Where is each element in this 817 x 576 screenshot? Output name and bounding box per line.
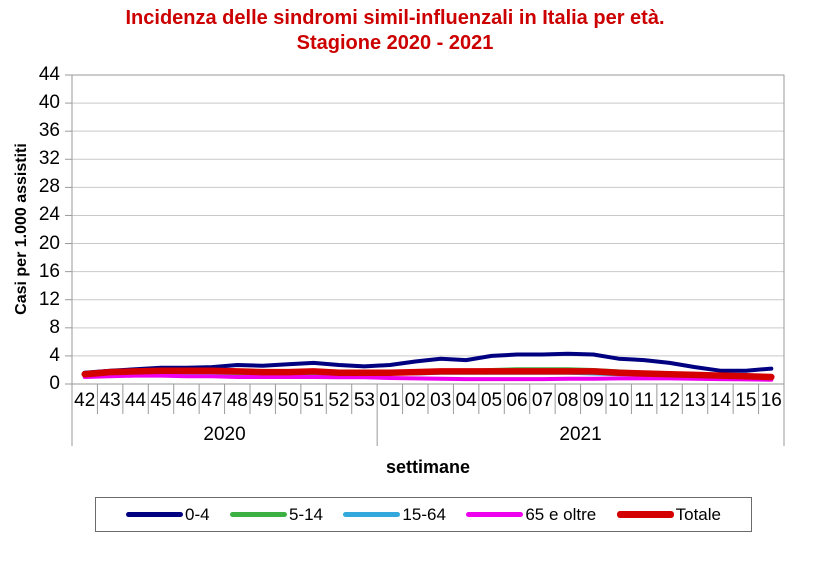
series-line-Totale <box>81 367 775 381</box>
x-tick-label: 12 <box>658 390 681 411</box>
x-tick-label: 09 <box>582 390 604 411</box>
y-tick-label: 36 <box>38 120 60 142</box>
x-tick-label: 48 <box>226 390 248 411</box>
y-tick-label: 0 <box>49 373 60 394</box>
x-tick-label: 52 <box>328 390 350 411</box>
legend-label: Totale <box>675 504 721 524</box>
chart-subtitle: Stagione 2020 - 2021 <box>296 32 494 54</box>
x-tick-label: 47 <box>201 390 223 411</box>
legend-item-0-4: 0-4 <box>126 505 210 525</box>
x-tick-label: 53 <box>353 390 375 411</box>
x-tick-label: 14 <box>709 390 731 411</box>
legend-item-Totale: Totale <box>616 504 721 525</box>
x-tick-label: 43 <box>99 390 121 411</box>
x-tick-label: 49 <box>252 390 274 411</box>
x-tick-label: 06 <box>506 390 528 411</box>
chart-title: Incidenza delle sindromi simil-influenza… <box>125 7 665 29</box>
legend-line-swatch <box>466 512 524 517</box>
x-tick-label: 11 <box>634 390 654 411</box>
y-tick-label: 4 <box>49 344 60 366</box>
x-tick-label: 01 <box>379 390 401 411</box>
plot-frame <box>71 74 785 385</box>
y-tick-label: 8 <box>49 316 60 338</box>
x-tick-label: 08 <box>557 390 579 411</box>
y-tick-label: 20 <box>38 232 60 254</box>
x-tick-label: 03 <box>430 390 452 411</box>
legend-item-5-14: 5-14 <box>229 504 324 525</box>
x-tick-label: 16 <box>760 390 782 411</box>
legend-label: 15-64 <box>402 504 446 524</box>
x-tick-label: 07 <box>531 390 553 411</box>
x-axis-title: settimane <box>385 457 471 477</box>
x-tick-label: 44 <box>124 390 147 411</box>
y-tick-label: 28 <box>38 176 60 198</box>
legend-line-swatch <box>229 512 287 517</box>
legend-item-15-64: 15-64 <box>343 504 446 525</box>
x-tick-label: 50 <box>277 390 299 411</box>
x-tick-label: 04 <box>455 390 477 411</box>
x-tick-label: 13 <box>684 390 706 411</box>
y-tick-label: 40 <box>38 92 60 114</box>
y-tick-label: 32 <box>38 148 60 170</box>
legend-line-swatch <box>616 511 674 518</box>
chart-legend: 0-4 5-14 15-64 65 e oltre Totale <box>95 497 752 532</box>
x-tick-label: 02 <box>404 390 426 411</box>
series-line-65-e-oltre <box>82 373 774 382</box>
x-tick-label: 15 <box>735 390 757 411</box>
x-tick-label: 45 <box>150 390 172 411</box>
y-tick-label: 16 <box>38 260 60 282</box>
legend-label: 0-4 <box>185 504 210 524</box>
chart-title-block: Incidenza delle sindromi simil-influenza… <box>0 6 790 56</box>
legend-label: 5-14 <box>288 504 324 524</box>
x-tick-label: 10 <box>608 390 630 411</box>
year-group-label-2020: 2020 <box>203 424 246 445</box>
x-tick-label: 46 <box>175 390 197 411</box>
legend-line-swatch <box>343 512 401 517</box>
x-tick-label: 51 <box>302 390 325 411</box>
y-tick-label: 24 <box>38 204 60 226</box>
x-tick-label: 05 <box>480 390 503 411</box>
y-tick-label: 44 <box>38 64 60 85</box>
legend-line-swatch <box>126 512 183 517</box>
year-group-label-2021: 2021 <box>559 424 602 445</box>
y-tick-label: 12 <box>38 288 60 310</box>
x-tick-label: 42 <box>74 390 96 411</box>
legend-item-65-e-oltre: 65 e oltre <box>466 505 596 525</box>
legend-label: 65 e oltre <box>525 504 597 524</box>
